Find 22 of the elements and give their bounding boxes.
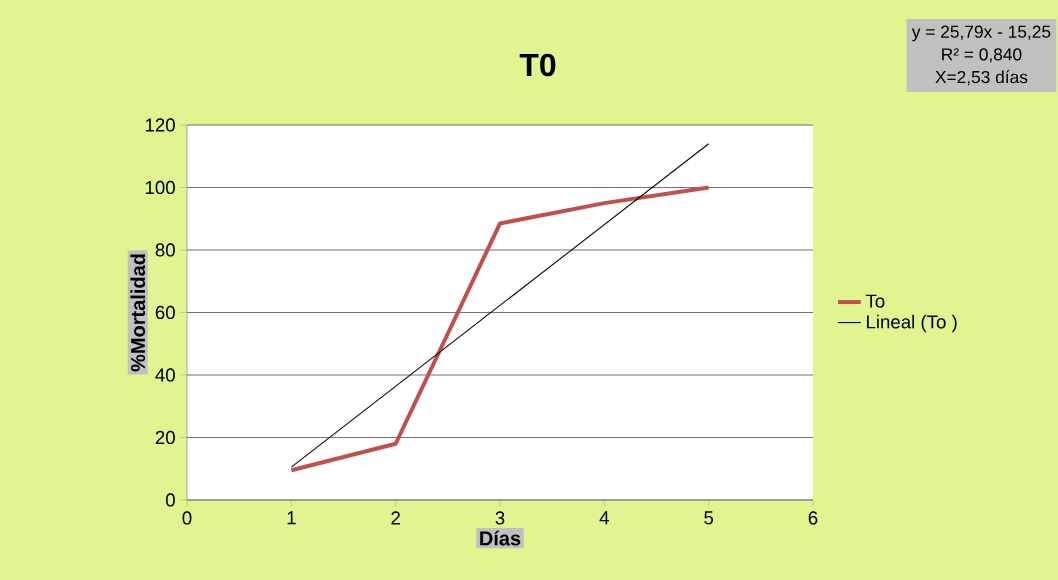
- y-tick-label: 40: [155, 368, 175, 382]
- x-tick-label: 0: [182, 511, 192, 525]
- text: X=2,53 días: [935, 70, 1028, 86]
- x-tick-label: 5: [704, 511, 714, 525]
- text: y = 25,79x - 15,25: [911, 25, 1051, 42]
- text: R² = 0,840: [942, 48, 1022, 63]
- y-tick-label: 20: [155, 430, 175, 445]
- x-tick-label: 3: [495, 511, 505, 525]
- x-axis-title: Días: [480, 530, 521, 546]
- legend-label: Lineal (To ): [866, 314, 957, 333]
- legend-label: To: [865, 294, 885, 308]
- y-tick-label: 0: [165, 493, 175, 507]
- chart-title: T0: [519, 53, 556, 77]
- y-tick-label: 120: [145, 118, 175, 132]
- y-axis-title: %Mortalidad: [130, 254, 146, 372]
- y-tick-label: 100: [145, 180, 175, 195]
- x-tick-label: 6: [808, 511, 818, 525]
- x-tick-label: 2: [391, 511, 400, 525]
- y-tick-label: 80: [155, 243, 175, 257]
- y-tick-label: 60: [155, 305, 175, 320]
- x-tick-label: 1: [287, 511, 296, 525]
- x-tick-label: 4: [599, 511, 609, 525]
